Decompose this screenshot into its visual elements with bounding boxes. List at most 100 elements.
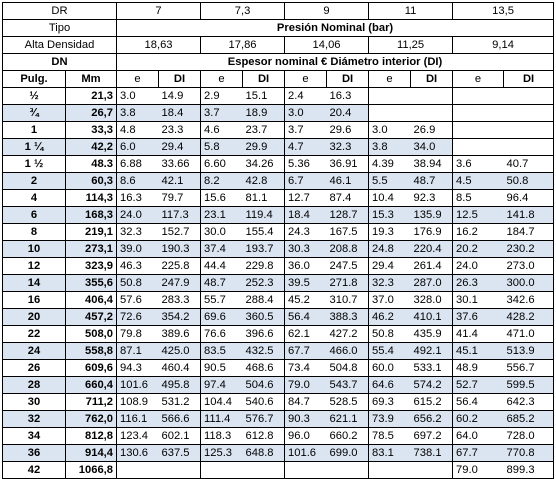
di-cell: 23.3 xyxy=(158,121,202,139)
di-cell: 167.5 xyxy=(326,223,370,241)
di-cell: 738.1 xyxy=(410,444,454,462)
e-cell: 5.36 xyxy=(284,155,327,173)
di-cell: 540.6 xyxy=(242,393,286,411)
dr-value: 13,5 xyxy=(452,2,555,20)
e-cell: 3.8 xyxy=(116,104,159,122)
di-cell: 96.4 xyxy=(503,189,555,207)
e-cell: 24.8 xyxy=(368,240,411,258)
di-label: DI xyxy=(242,70,286,88)
table-row: 1 ½ 48.3 6.88 33.66 6.60 34.26 5.36 36.91 4.39 38… xyxy=(2,155,555,173)
pulg-cell: ¾ xyxy=(2,104,66,122)
di-cell: 247.5 xyxy=(326,257,370,275)
mm-cell: 812,8 xyxy=(64,427,118,445)
e-cell xyxy=(116,461,159,479)
di-cell: 435.9 xyxy=(410,325,454,343)
table-row: 34 812,8 123.4 602.1 118.3 612.8 96.0 660.2 78.5… xyxy=(2,427,555,445)
pulg-cell: 24 xyxy=(2,342,66,360)
di-cell: 36.91 xyxy=(326,155,370,173)
e-cell: 37.6 xyxy=(452,308,504,326)
dn-label: DN xyxy=(1,53,118,71)
e-cell: 32.3 xyxy=(368,274,411,292)
mm-cell: 42,2 xyxy=(64,138,118,156)
e-cell: 55.4 xyxy=(368,342,411,360)
e-cell: 78.5 xyxy=(368,427,411,445)
di-cell: 190.3 xyxy=(158,240,202,258)
dr-label: DR xyxy=(1,2,118,20)
e-label: e xyxy=(116,70,160,88)
di-cell xyxy=(503,104,555,122)
e-label: e xyxy=(368,70,412,88)
table-row: 12 323,9 46.3 225.8 44.4 229.8 36.0 247.5 29.4 26… xyxy=(2,257,555,275)
di-cell: 34.0 xyxy=(410,138,454,156)
di-cell: 40.7 xyxy=(503,155,555,173)
di-cell: 492.1 xyxy=(410,342,454,360)
e-cell: 39.5 xyxy=(284,274,327,292)
e-cell: 52.7 xyxy=(452,376,504,394)
e-cell: 45.2 xyxy=(284,291,327,309)
di-cell: 612.8 xyxy=(242,427,286,445)
di-cell: 287.0 xyxy=(410,274,454,292)
pulg-cell: 32 xyxy=(2,410,66,428)
e-cell: 3.0 xyxy=(368,121,411,139)
di-cell: 273.0 xyxy=(503,257,555,275)
di-cell: 466.0 xyxy=(326,342,370,360)
e-cell: 3.8 xyxy=(368,138,411,156)
e-cell: 24.0 xyxy=(452,257,504,275)
mm-cell: 457,2 xyxy=(64,308,118,326)
di-cell: 184.7 xyxy=(503,223,555,241)
pulg-cell: 28 xyxy=(2,376,66,394)
di-cell: 615.2 xyxy=(410,393,454,411)
di-cell: 328.0 xyxy=(410,291,454,309)
e-cell: 50.8 xyxy=(368,325,411,343)
di-cell: 252.3 xyxy=(242,274,286,292)
e-cell: 76.6 xyxy=(200,325,243,343)
mm-cell: 660,4 xyxy=(64,376,118,394)
e-cell: 4.8 xyxy=(116,121,159,139)
di-cell: 29.6 xyxy=(326,121,370,139)
table-row: 32 762,0 116.1 566.6 111.4 576.7 90.3 621.1 73.9… xyxy=(2,410,555,428)
e-cell: 101.6 xyxy=(116,376,159,394)
e-cell: 56.4 xyxy=(452,393,504,411)
dr-value: 11 xyxy=(368,2,454,20)
table-row: 6 168,3 24.0 117.3 23.1 119.4 18.4 128.7 15.3 135… xyxy=(2,206,555,224)
di-cell: 396.6 xyxy=(242,325,286,343)
e-cell: 94.3 xyxy=(116,359,159,377)
e-cell: 24.0 xyxy=(116,206,159,224)
e-cell: 16.3 xyxy=(116,189,159,207)
di-cell: 354.2 xyxy=(158,308,202,326)
di-cell: 899.3 xyxy=(503,461,555,479)
e-cell: 90.5 xyxy=(200,359,243,377)
di-cell: 574.2 xyxy=(410,376,454,394)
di-cell: 427.2 xyxy=(326,325,370,343)
pulg-cell: 1 ½ xyxy=(2,155,66,173)
e-label: e xyxy=(452,70,505,88)
e-cell: 72.6 xyxy=(116,308,159,326)
mm-label: Mm xyxy=(64,70,118,88)
table-row: 14 355,6 50.8 247.9 48.7 252.3 39.5 271.8 32.3 28… xyxy=(2,274,555,292)
mm-cell: 508,0 xyxy=(64,325,118,343)
table-row: 30 711,2 108.9 531.2 104.4 540.6 84.7 528.5 69.3… xyxy=(2,393,555,411)
table-row: 28 660,4 101.6 495.8 97.4 504.6 79.0 543.7 64.6 5… xyxy=(2,376,555,394)
di-cell: 16.3 xyxy=(326,87,370,105)
di-cell: 642.3 xyxy=(503,393,555,411)
e-cell: 4.6 xyxy=(200,121,243,139)
e-cell: 104.4 xyxy=(200,393,243,411)
header-row-units: Pulg. Mm e DI e DI e DI e DI e DI xyxy=(2,70,555,88)
mm-cell: 711,2 xyxy=(64,393,118,411)
di-cell: 155.4 xyxy=(242,223,286,241)
di-cell: 602.1 xyxy=(158,427,202,445)
e-cell: 48.7 xyxy=(200,274,243,292)
header-row-alta: Alta Densidad 18,63 17,86 14,06 11,25 9,… xyxy=(1,36,555,54)
e-cell: 79.0 xyxy=(452,461,504,479)
di-cell: 425.0 xyxy=(158,342,202,360)
di-cell xyxy=(326,461,370,479)
e-cell: 73.4 xyxy=(284,359,327,377)
di-cell xyxy=(410,461,454,479)
di-cell: 288.4 xyxy=(242,291,286,309)
e-cell: 6.7 xyxy=(284,172,327,190)
presion-value: 11,25 xyxy=(368,36,454,54)
e-cell: 30.1 xyxy=(452,291,504,309)
mm-cell: 323,9 xyxy=(64,257,118,275)
di-cell xyxy=(503,87,555,105)
mm-cell: 26,7 xyxy=(64,104,118,122)
